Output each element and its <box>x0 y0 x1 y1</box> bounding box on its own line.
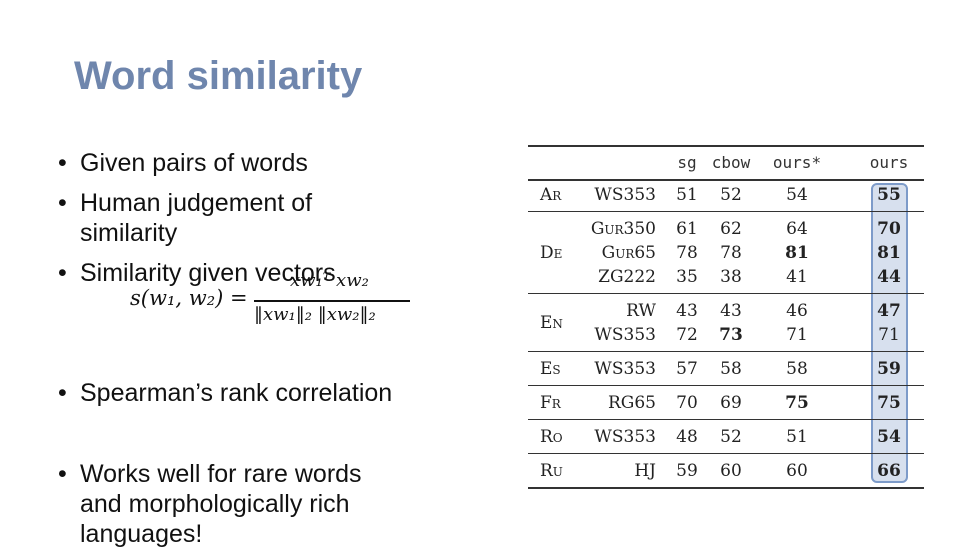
bullet-text: Given pairs of words <box>80 149 308 177</box>
group-separator <box>528 211 924 212</box>
score-sg: 43 <box>676 301 698 321</box>
bullet-item: • Works well for rare words <box>58 460 362 488</box>
bullet-text: Similarity given vectors <box>80 259 336 287</box>
bullet-text-continuation: languages! <box>80 520 203 548</box>
table-bottom-rule <box>528 487 924 489</box>
score-cbow: 58 <box>720 359 742 379</box>
fraction-bar <box>254 300 410 302</box>
bullet-text: Human judgement of <box>80 189 313 217</box>
language-label: Es <box>540 359 561 379</box>
group-separator <box>528 385 924 386</box>
score-cbow: 78 <box>720 243 742 263</box>
column-header: ours <box>869 153 909 172</box>
formula-denominator: ‖xw₁‖₂ ‖xw₂‖₂ <box>254 304 376 325</box>
language-label: Ru <box>540 461 563 481</box>
score-cbow: 69 <box>720 393 742 413</box>
language-label: Ar <box>540 185 562 205</box>
dataset-name: HJ <box>634 461 656 481</box>
bullet-item: • Human judgement of <box>58 189 313 217</box>
header-rule <box>528 179 924 181</box>
language-label: De <box>540 243 563 263</box>
score-ours: 55 <box>877 185 901 205</box>
score-ours-star: 46 <box>786 301 808 321</box>
dataset-name: WS353 <box>594 427 656 447</box>
score-cbow: 52 <box>720 427 742 447</box>
table-top-rule <box>528 145 924 147</box>
score-ours: 70 <box>877 219 901 239</box>
bullet-item: • Given pairs of words <box>58 149 308 177</box>
score-ours: 47 <box>877 301 901 321</box>
bullet-text-continuation: and morphologically rich <box>80 490 350 518</box>
bullet-text: Spearman’s rank correlation <box>80 379 393 407</box>
dataset-name: Gur350 <box>590 219 656 239</box>
dataset-name: WS353 <box>594 359 656 379</box>
score-ours: 54 <box>877 427 901 447</box>
language-label: En <box>540 313 563 333</box>
score-sg: 48 <box>676 427 698 447</box>
column-header: ours* <box>772 153 822 172</box>
bullet-text: Works well for rare words <box>80 460 362 488</box>
group-separator <box>528 453 924 454</box>
score-ours-star: 41 <box>786 267 808 287</box>
score-ours-star: 51 <box>786 427 808 447</box>
score-sg: 57 <box>676 359 698 379</box>
column-header: cbow <box>711 153 751 172</box>
score-sg: 72 <box>676 325 698 345</box>
column-header: sg <box>677 153 697 172</box>
score-ours: 66 <box>877 461 901 481</box>
slide-title: Word similarity <box>74 54 363 98</box>
dataset-name: WS353 <box>594 325 656 345</box>
score-ours-star: 81 <box>785 243 809 263</box>
language-label: Fr <box>540 393 561 413</box>
formula-numerator: xw₁ᵀ xw₂ <box>290 270 369 291</box>
score-cbow: 43 <box>720 301 742 321</box>
score-ours: 44 <box>877 267 901 287</box>
score-ours-star: 54 <box>786 185 808 205</box>
results-table: sg cbow ours* ours WS353 51 52 54 55 Ar Gur350 61 62… <box>528 143 924 489</box>
score-ours: 71 <box>878 325 900 345</box>
score-sg: 78 <box>676 243 698 263</box>
score-ours-star: 60 <box>786 461 808 481</box>
score-ours-star: 64 <box>786 219 808 239</box>
dataset-name: WS353 <box>594 185 656 205</box>
score-cbow: 60 <box>720 461 742 481</box>
score-sg: 59 <box>676 461 698 481</box>
bullet-item: • Spearman’s rank correlation <box>58 379 393 407</box>
dataset-name: Gur65 <box>601 243 656 263</box>
score-ours: 59 <box>877 359 901 379</box>
dataset-name: RW <box>626 301 656 321</box>
bullet-item: • Similarity given vectors <box>58 259 336 287</box>
group-separator <box>528 351 924 352</box>
score-cbow: 62 <box>720 219 742 239</box>
dataset-name: RG65 <box>607 393 656 413</box>
score-ours: 75 <box>877 393 901 413</box>
score-cbow: 52 <box>720 185 742 205</box>
dataset-name: ZG222 <box>598 267 656 287</box>
language-label: Ro <box>540 427 563 447</box>
formula-lhs: s(w₁, w₂) = <box>130 286 248 310</box>
score-ours-star: 71 <box>786 325 808 345</box>
score-ours-star: 75 <box>785 393 809 413</box>
score-ours: 81 <box>877 243 901 263</box>
score-ours-star: 58 <box>786 359 808 379</box>
group-separator <box>528 293 924 294</box>
score-cbow: 73 <box>719 325 743 345</box>
bullet-text-continuation: similarity <box>80 219 178 247</box>
cosine-similarity-formula: s(w₁, w₂) = xw₁ᵀ xw₂ ‖xw₁‖₂ ‖xw₂‖₂ <box>130 270 420 336</box>
group-separator <box>528 419 924 420</box>
score-cbow: 38 <box>720 267 742 287</box>
score-sg: 35 <box>676 267 698 287</box>
ours-column-highlight <box>871 183 908 483</box>
score-sg: 61 <box>676 219 698 239</box>
score-sg: 51 <box>676 185 698 205</box>
score-sg: 70 <box>676 393 698 413</box>
